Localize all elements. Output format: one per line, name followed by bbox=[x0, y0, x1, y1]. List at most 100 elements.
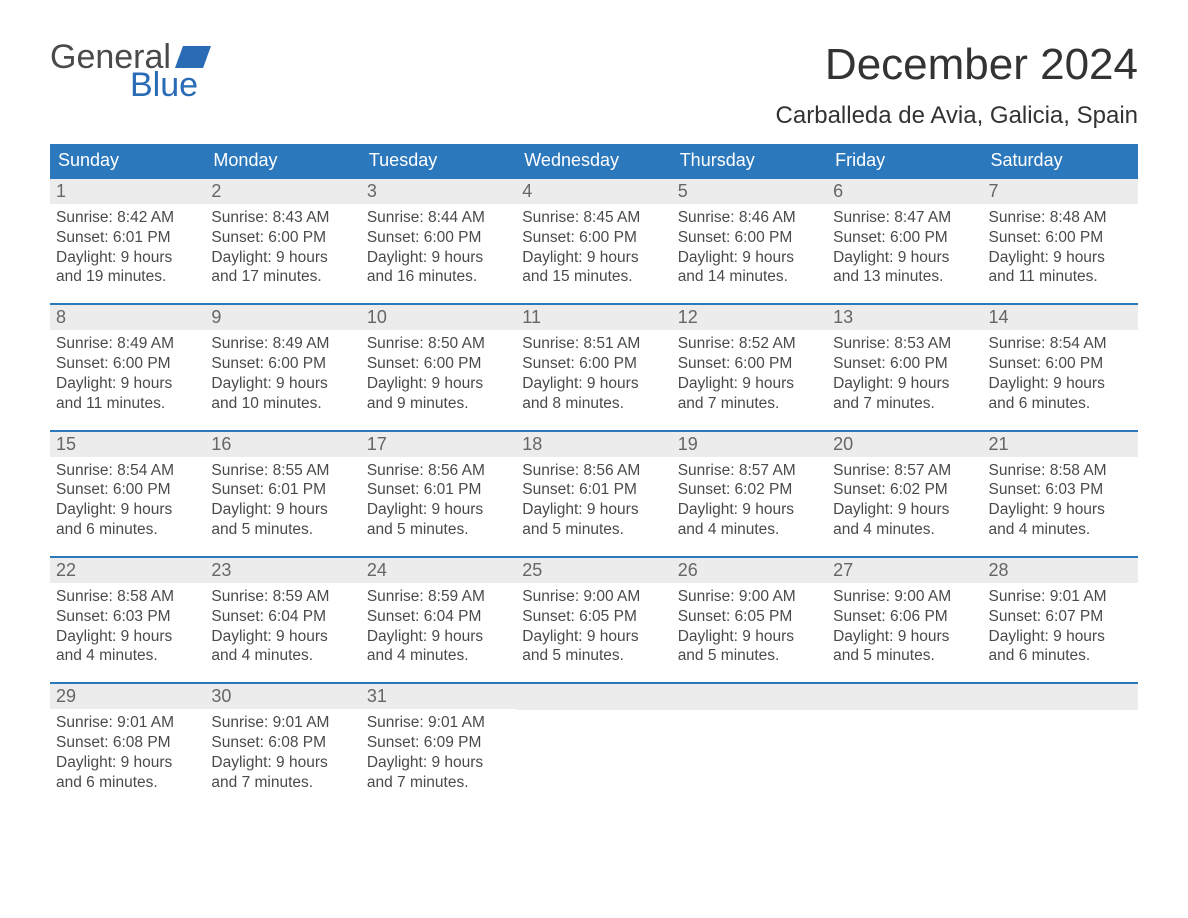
sunset-line: Sunset: 6:07 PM bbox=[989, 607, 1132, 627]
daylight-line-a: Daylight: 9 hours bbox=[367, 374, 510, 394]
day-number: 29 bbox=[50, 684, 205, 709]
sunset-line: Sunset: 6:02 PM bbox=[833, 480, 976, 500]
day-number: 1 bbox=[50, 179, 205, 204]
day-number: 21 bbox=[983, 432, 1138, 457]
day-number: 19 bbox=[672, 432, 827, 457]
sunrise-line: Sunrise: 9:00 AM bbox=[833, 587, 976, 607]
day-cell: 23Sunrise: 8:59 AMSunset: 6:04 PMDayligh… bbox=[205, 558, 360, 666]
daylight-line-a: Daylight: 9 hours bbox=[678, 374, 821, 394]
sunset-line: Sunset: 6:00 PM bbox=[678, 228, 821, 248]
day-number: 20 bbox=[827, 432, 982, 457]
daylight-line-b: and 5 minutes. bbox=[522, 520, 665, 540]
day-number: 13 bbox=[827, 305, 982, 330]
day-number: 7 bbox=[983, 179, 1138, 204]
day-cell: 12Sunrise: 8:52 AMSunset: 6:00 PMDayligh… bbox=[672, 305, 827, 413]
daylight-line-b: and 17 minutes. bbox=[211, 267, 354, 287]
day-header-row: SundayMondayTuesdayWednesdayThursdayFrid… bbox=[50, 144, 1138, 177]
day-body: Sunrise: 8:49 AMSunset: 6:00 PMDaylight:… bbox=[205, 330, 360, 413]
day-number: 14 bbox=[983, 305, 1138, 330]
day-cell: 16Sunrise: 8:55 AMSunset: 6:01 PMDayligh… bbox=[205, 432, 360, 540]
daylight-line-a: Daylight: 9 hours bbox=[56, 248, 199, 268]
sunrise-line: Sunrise: 8:52 AM bbox=[678, 334, 821, 354]
day-body: Sunrise: 8:47 AMSunset: 6:00 PMDaylight:… bbox=[827, 204, 982, 287]
day-header: Thursday bbox=[672, 144, 827, 177]
sunset-line: Sunset: 6:00 PM bbox=[833, 228, 976, 248]
day-cell: 17Sunrise: 8:56 AMSunset: 6:01 PMDayligh… bbox=[361, 432, 516, 540]
day-body: Sunrise: 8:49 AMSunset: 6:00 PMDaylight:… bbox=[50, 330, 205, 413]
day-body: Sunrise: 9:01 AMSunset: 6:08 PMDaylight:… bbox=[205, 709, 360, 792]
day-number: 26 bbox=[672, 558, 827, 583]
logo-text-blue: Blue bbox=[130, 68, 211, 102]
day-number: 8 bbox=[50, 305, 205, 330]
daylight-line-a: Daylight: 9 hours bbox=[367, 627, 510, 647]
daylight-line-a: Daylight: 9 hours bbox=[56, 627, 199, 647]
daylight-line-a: Daylight: 9 hours bbox=[367, 500, 510, 520]
day-number: 24 bbox=[361, 558, 516, 583]
day-header: Sunday bbox=[50, 144, 205, 177]
daylight-line-b: and 19 minutes. bbox=[56, 267, 199, 287]
sunset-line: Sunset: 6:09 PM bbox=[367, 733, 510, 753]
day-cell: 4Sunrise: 8:45 AMSunset: 6:00 PMDaylight… bbox=[516, 179, 671, 287]
sunset-line: Sunset: 6:00 PM bbox=[367, 354, 510, 374]
sunrise-line: Sunrise: 8:46 AM bbox=[678, 208, 821, 228]
sunrise-line: Sunrise: 8:56 AM bbox=[367, 461, 510, 481]
daylight-line-b: and 4 minutes. bbox=[367, 646, 510, 666]
day-cell: 10Sunrise: 8:50 AMSunset: 6:00 PMDayligh… bbox=[361, 305, 516, 413]
daylight-line-b: and 5 minutes. bbox=[678, 646, 821, 666]
day-cell: 18Sunrise: 8:56 AMSunset: 6:01 PMDayligh… bbox=[516, 432, 671, 540]
day-number: 11 bbox=[516, 305, 671, 330]
daylight-line-a: Daylight: 9 hours bbox=[833, 500, 976, 520]
day-header: Wednesday bbox=[516, 144, 671, 177]
day-number: 4 bbox=[516, 179, 671, 204]
sunset-line: Sunset: 6:04 PM bbox=[367, 607, 510, 627]
daylight-line-b: and 5 minutes. bbox=[833, 646, 976, 666]
day-body: Sunrise: 8:42 AMSunset: 6:01 PMDaylight:… bbox=[50, 204, 205, 287]
day-cell: 2Sunrise: 8:43 AMSunset: 6:00 PMDaylight… bbox=[205, 179, 360, 287]
sunset-line: Sunset: 6:08 PM bbox=[56, 733, 199, 753]
daylight-line-b: and 10 minutes. bbox=[211, 394, 354, 414]
day-body: Sunrise: 8:58 AMSunset: 6:03 PMDaylight:… bbox=[983, 457, 1138, 540]
week-row: 29Sunrise: 9:01 AMSunset: 6:08 PMDayligh… bbox=[50, 682, 1138, 792]
day-number: 9 bbox=[205, 305, 360, 330]
empty-day bbox=[672, 684, 827, 710]
daylight-line-a: Daylight: 9 hours bbox=[833, 627, 976, 647]
day-body: Sunrise: 8:59 AMSunset: 6:04 PMDaylight:… bbox=[361, 583, 516, 666]
daylight-line-a: Daylight: 9 hours bbox=[989, 500, 1132, 520]
header: General Blue December 2024 Carballeda de… bbox=[50, 40, 1138, 130]
day-header: Monday bbox=[205, 144, 360, 177]
day-body: Sunrise: 9:00 AMSunset: 6:05 PMDaylight:… bbox=[672, 583, 827, 666]
daylight-line-a: Daylight: 9 hours bbox=[56, 500, 199, 520]
week-row: 8Sunrise: 8:49 AMSunset: 6:00 PMDaylight… bbox=[50, 303, 1138, 413]
day-cell: 25Sunrise: 9:00 AMSunset: 6:05 PMDayligh… bbox=[516, 558, 671, 666]
day-body: Sunrise: 8:45 AMSunset: 6:00 PMDaylight:… bbox=[516, 204, 671, 287]
daylight-line-a: Daylight: 9 hours bbox=[367, 753, 510, 773]
sunset-line: Sunset: 6:03 PM bbox=[56, 607, 199, 627]
sunrise-line: Sunrise: 9:00 AM bbox=[522, 587, 665, 607]
daylight-line-a: Daylight: 9 hours bbox=[211, 374, 354, 394]
sunset-line: Sunset: 6:04 PM bbox=[211, 607, 354, 627]
daylight-line-a: Daylight: 9 hours bbox=[211, 500, 354, 520]
day-number: 30 bbox=[205, 684, 360, 709]
daylight-line-a: Daylight: 9 hours bbox=[989, 248, 1132, 268]
day-body: Sunrise: 8:57 AMSunset: 6:02 PMDaylight:… bbox=[672, 457, 827, 540]
day-cell: 29Sunrise: 9:01 AMSunset: 6:08 PMDayligh… bbox=[50, 684, 205, 792]
sunset-line: Sunset: 6:00 PM bbox=[56, 480, 199, 500]
day-body: Sunrise: 8:43 AMSunset: 6:00 PMDaylight:… bbox=[205, 204, 360, 287]
day-number: 25 bbox=[516, 558, 671, 583]
day-body: Sunrise: 8:53 AMSunset: 6:00 PMDaylight:… bbox=[827, 330, 982, 413]
sunrise-line: Sunrise: 8:47 AM bbox=[833, 208, 976, 228]
day-number: 16 bbox=[205, 432, 360, 457]
day-number: 3 bbox=[361, 179, 516, 204]
day-cell: 28Sunrise: 9:01 AMSunset: 6:07 PMDayligh… bbox=[983, 558, 1138, 666]
day-cell bbox=[672, 684, 827, 792]
logo: General Blue bbox=[50, 40, 211, 102]
day-cell: 8Sunrise: 8:49 AMSunset: 6:00 PMDaylight… bbox=[50, 305, 205, 413]
daylight-line-b: and 4 minutes. bbox=[56, 646, 199, 666]
sunset-line: Sunset: 6:00 PM bbox=[522, 354, 665, 374]
sunrise-line: Sunrise: 9:01 AM bbox=[367, 713, 510, 733]
daylight-line-a: Daylight: 9 hours bbox=[678, 248, 821, 268]
sunset-line: Sunset: 6:00 PM bbox=[678, 354, 821, 374]
daylight-line-a: Daylight: 9 hours bbox=[989, 374, 1132, 394]
sunset-line: Sunset: 6:01 PM bbox=[367, 480, 510, 500]
sunset-line: Sunset: 6:02 PM bbox=[678, 480, 821, 500]
